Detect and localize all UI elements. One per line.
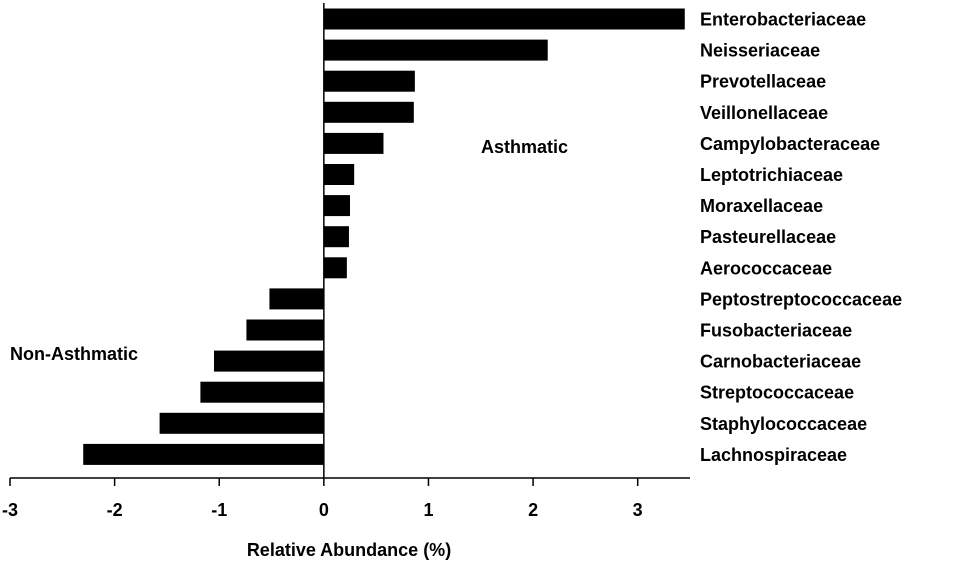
- category-label-lachnospiraceae: Lachnospiraceae: [700, 445, 847, 465]
- bar-lachnospiraceae: [83, 443, 324, 465]
- x-tick-label: 1: [423, 500, 433, 520]
- bar-carnobacteriaceae: [214, 350, 324, 372]
- category-label-neisseriaceae: Neisseriaceae: [700, 41, 820, 61]
- bar-moraxellaceae: [323, 195, 350, 217]
- x-tick-label: -2: [107, 500, 123, 520]
- x-tick-label: 3: [633, 500, 643, 520]
- category-label-prevotellaceae: Prevotellaceae: [700, 72, 826, 92]
- category-label-aerococcaceae: Aerococcaceae: [700, 258, 832, 278]
- bar-prevotellaceae: [323, 70, 415, 92]
- bar-campylobacteraceae: [323, 132, 384, 154]
- bar-neisseriaceae: [323, 39, 548, 61]
- category-labels-group: Enterobacteriaceae Neisseriaceae Prevotell…: [700, 10, 902, 465]
- category-label-enterobacteriaceae: Enterobacteriaceae: [700, 10, 866, 30]
- bar-pasteurellaceae: [323, 226, 349, 248]
- category-label-leptotrichiaceae: Leptotrichiaceae: [700, 165, 843, 185]
- bar-fusobacteriaceae: [246, 319, 324, 341]
- category-label-veillonellaceae: Veillonellaceae: [700, 103, 828, 123]
- category-label-pasteurellaceae: Pasteurellaceae: [700, 227, 836, 247]
- category-label-staphylococcaceae: Staphylococcaceae: [700, 414, 867, 434]
- category-label-carnobacteriaceae: Carnobacteriaceae: [700, 352, 861, 372]
- annotation-asthmatic: Asthmatic: [481, 137, 568, 157]
- annotation-non-asthmatic: Non-Asthmatic: [10, 344, 138, 364]
- x-tick-label: 0: [319, 500, 329, 520]
- bar-streptococcaceae: [200, 381, 324, 403]
- category-label-moraxellaceae: Moraxellaceae: [700, 196, 823, 216]
- x-ticks-group: -3 -2 -1 0 1 2 3: [2, 478, 643, 520]
- x-tick-label: -1: [211, 500, 227, 520]
- category-label-campylobacteraceae: Campylobacteraceae: [700, 134, 880, 154]
- bar-enterobacteriaceae: [323, 8, 685, 30]
- bar-veillonellaceae: [323, 101, 414, 123]
- category-label-fusobacteriaceae: Fusobacteriaceae: [700, 321, 852, 341]
- bar-leptotrichiaceae: [323, 164, 355, 185]
- category-label-peptostreptococcaceae: Peptostreptococcaceae: [700, 289, 902, 309]
- x-axis-title: Relative Abundance (%): [247, 540, 451, 560]
- bar-staphylococcaceae: [159, 412, 324, 434]
- axes-group: [10, 3, 690, 479]
- bar-aerococcaceae: [323, 257, 347, 279]
- category-label-streptococcaceae: Streptococcaceae: [700, 383, 854, 403]
- x-tick-label: 2: [528, 500, 538, 520]
- x-tick-label: -3: [2, 500, 18, 520]
- bar-peptostreptococcaceae: [269, 288, 324, 310]
- bars-group: [83, 8, 685, 465]
